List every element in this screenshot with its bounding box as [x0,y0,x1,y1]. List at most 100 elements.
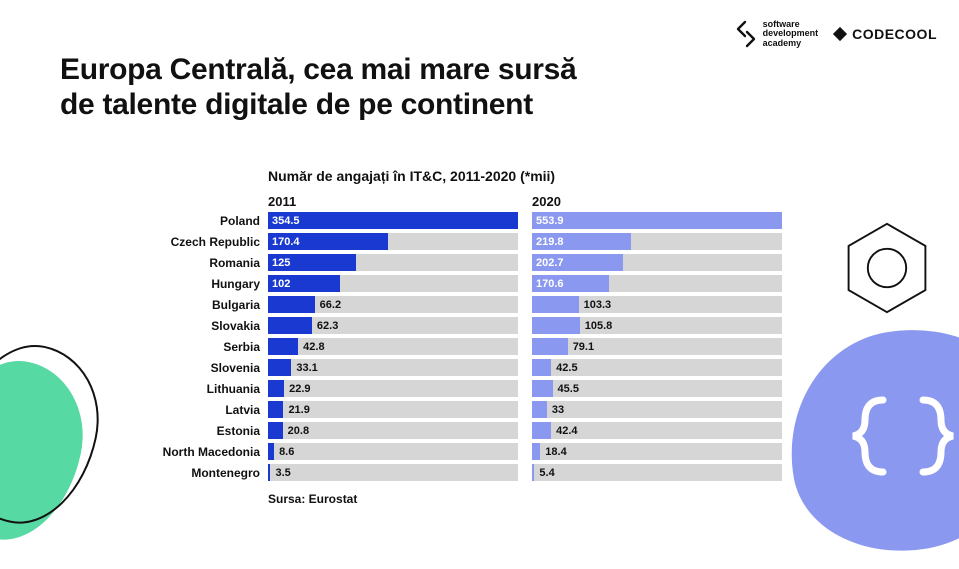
bar-value: 45.5 [558,380,579,397]
bar-track: 170.4 [268,233,518,250]
year-left-label: 2011 [268,194,518,209]
bar-fill [532,212,782,229]
curly-brackets-icon [843,386,959,486]
hexagon-nut-icon [839,220,935,316]
bar-value: 202.7 [536,254,564,271]
bar-value: 103.3 [584,296,612,313]
bar-track: 8.6 [268,443,518,460]
bar-fill [268,296,315,313]
chart-row: Slovenia 33.1 42.5 [128,358,788,377]
bar-fill [268,212,518,229]
bar-fill [268,317,312,334]
chart-year-labels: 2011 2020 [268,194,788,209]
row-country-label: Montenegro [128,466,268,480]
bar-value: 21.9 [288,401,309,418]
chart-source: Sursa: Eurostat [268,492,788,506]
bar-value: 42.5 [556,359,577,376]
row-country-label: Slovenia [128,361,268,375]
bar-track: 354.5 [268,212,518,229]
chart-row: Romania125 202.7 [128,253,788,272]
bar-fill [532,464,534,481]
bar-value: 3.5 [275,464,290,481]
bar-fill [532,401,547,418]
row-country-label: Czech Republic [128,235,268,249]
bar-fill [532,443,540,460]
bar-value: 170.6 [536,275,564,292]
bar-track: 42.4 [532,422,782,439]
row-country-label: Lithuania [128,382,268,396]
bar-value: 33.1 [296,359,317,376]
bar-track: 79.1 [532,338,782,355]
row-country-label: Latvia [128,403,268,417]
bar-track: 18.4 [532,443,782,460]
bar-value: 553.9 [536,212,564,229]
bar-fill [532,380,553,397]
bar-value: 20.8 [288,422,309,439]
chart: Număr de angajați în IT&C, 2011-2020 (*m… [128,168,788,506]
chart-row: Bulgaria 66.2 103.3 [128,295,788,314]
bar-value: 79.1 [573,338,594,355]
bar-value: 66.2 [320,296,341,313]
bar-fill [532,338,568,355]
bar-track: 22.9 [268,380,518,397]
bar-track: 103.3 [532,296,782,313]
logo-bar: software development academy CODECOOL [735,20,937,48]
bar-track: 125 [268,254,518,271]
chart-row: Hungary102170.6 [128,274,788,293]
bar-track: 42.8 [268,338,518,355]
bar-fill [532,296,579,313]
bar-fill [532,359,551,376]
chart-row: Serbia42.879.1 [128,337,788,356]
logo-sda: software development academy [735,20,819,48]
logo-codecool-text: CODECOOL [852,26,937,42]
bar-track: 66.2 [268,296,518,313]
bar-track: 3.5 [268,464,518,481]
bar-track: 33 [532,401,782,418]
chart-row: Latvia 21.9 33 [128,400,788,419]
chart-row: Montenegro 3.5 5.4 [128,463,788,482]
row-country-label: Slovakia [128,319,268,333]
row-country-label: Poland [128,214,268,228]
bar-track: 62.3 [268,317,518,334]
bar-value: 8.6 [279,443,294,460]
row-country-label: Romania [128,256,268,270]
bar-track: 219.8 [532,233,782,250]
chart-row: Poland354.5 553.9 [128,211,788,230]
bar-track: 42.5 [532,359,782,376]
bar-value: 18.4 [545,443,566,460]
bar-track: 21.9 [268,401,518,418]
bar-value: 5.4 [539,464,554,481]
bar-track: 45.5 [532,380,782,397]
logo-codecool: CODECOOL [832,26,937,42]
chart-row: Slovakia 62.3 105.8 [128,316,788,335]
bar-value: 170.4 [272,233,300,250]
bar-value: 105.8 [585,317,613,334]
bar-fill [532,317,580,334]
bar-fill [268,359,291,376]
bar-value: 62.3 [317,317,338,334]
bar-track: 102 [268,275,518,292]
chart-row: North Macedonia8.618.4 [128,442,788,461]
bar-value: 33 [552,401,564,418]
chart-title: Număr de angajați în IT&C, 2011-2020 (*m… [268,168,788,184]
logo-sda-text: software development academy [763,20,819,48]
sda-chevrons-icon [735,20,757,48]
bar-value: 22.9 [289,380,310,397]
bar-track: 170.6 [532,275,782,292]
row-country-label: Bulgaria [128,298,268,312]
bar-fill [268,464,270,481]
bar-value: 102 [272,275,290,292]
bar-fill [532,422,551,439]
bar-track: 202.7 [532,254,782,271]
bar-fill [268,401,283,418]
bar-value: 42.4 [556,422,577,439]
chart-rows: Poland354.5 553.9 Czech Republic 170.4 219.8… [128,211,788,482]
year-right-label: 2020 [532,194,782,209]
bar-track: 5.4 [532,464,782,481]
row-country-label: Estonia [128,424,268,438]
deco-left-blob-outline [0,331,113,536]
bar-value: 42.8 [303,338,324,355]
bar-fill [268,338,298,355]
chart-row: Estonia 20.8 42.4 [128,421,788,440]
codecool-diamond-icon [832,26,848,42]
